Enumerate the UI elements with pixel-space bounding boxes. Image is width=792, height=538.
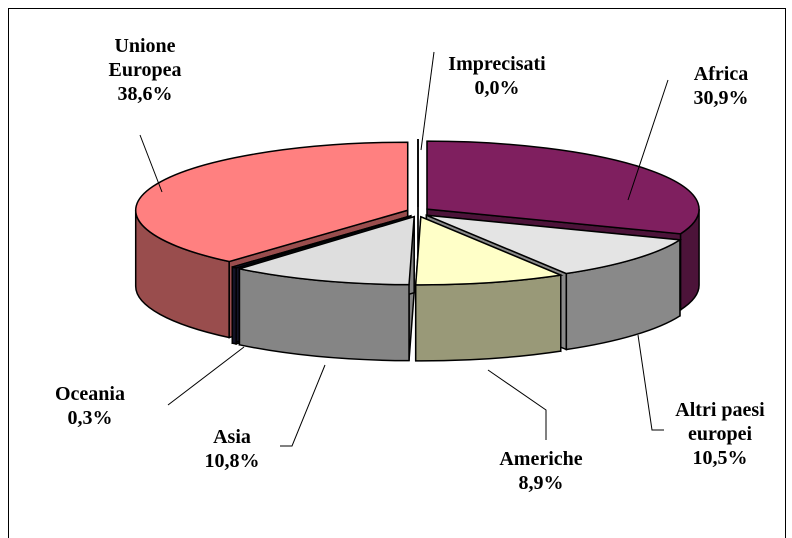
slice-label: Americhe 8,9% — [499, 447, 582, 495]
category-label: Africa — [693, 63, 749, 85]
value-label: 8,9% — [518, 472, 564, 494]
value-label: 0,3% — [67, 407, 113, 429]
value-label: 10,5% — [692, 447, 748, 469]
slice-label: Altri paesi europei 10,5% — [650, 398, 790, 470]
slice-side — [231, 266, 237, 345]
leader-line — [420, 51, 435, 151]
slice — [232, 215, 412, 269]
slice-label: Africa 30,9% — [694, 62, 749, 110]
chart-frame — [8, 8, 786, 538]
value-label: 0,0% — [474, 77, 520, 99]
category-label: Altri paesi europei — [675, 399, 765, 445]
slice — [426, 214, 683, 275]
slice — [414, 215, 564, 286]
slice — [134, 141, 409, 263]
slice-label: Unione Europea 38,6% — [90, 34, 200, 106]
category-label: Americhe — [499, 448, 583, 470]
category-label: Unione Europea — [108, 35, 182, 81]
category-label: Asia — [213, 426, 251, 448]
slice-label: Imprecisati 0,0% — [448, 52, 545, 100]
category-label: Oceania — [55, 383, 125, 405]
slice — [239, 215, 415, 286]
slice-label: Asia 10,8% — [205, 425, 260, 473]
slice-label: Oceania 0,3% — [55, 382, 125, 430]
value-label: 30,9% — [693, 87, 749, 109]
leader-line — [637, 334, 664, 431]
leader-line — [139, 134, 163, 193]
slice — [426, 140, 700, 235]
slice-side — [414, 274, 562, 362]
leader-line — [627, 79, 669, 201]
value-label: 38,6% — [117, 83, 173, 105]
value-label: 10,8% — [204, 450, 260, 472]
leader-line — [280, 364, 326, 447]
leader-line — [487, 369, 547, 440]
category-label: Imprecisati — [448, 53, 546, 75]
leader-line — [167, 346, 245, 406]
